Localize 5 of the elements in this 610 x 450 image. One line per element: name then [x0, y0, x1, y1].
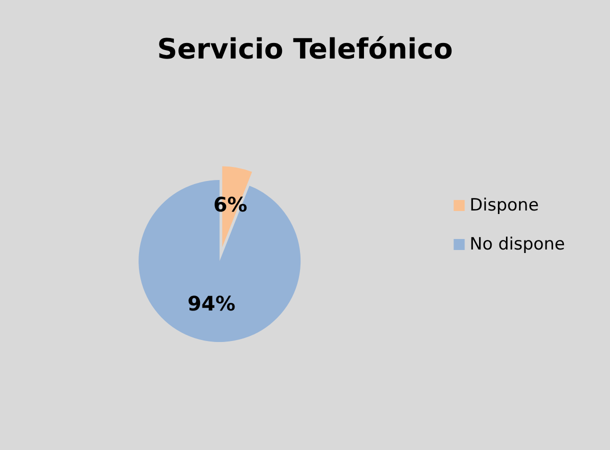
- data-label: 94%: [188, 292, 236, 316]
- legend-label: No dispone: [470, 234, 566, 254]
- chart-title: Servicio Telefónico: [157, 32, 453, 66]
- data-label: 6%: [213, 192, 248, 217]
- legend-label: Dispone: [470, 196, 539, 216]
